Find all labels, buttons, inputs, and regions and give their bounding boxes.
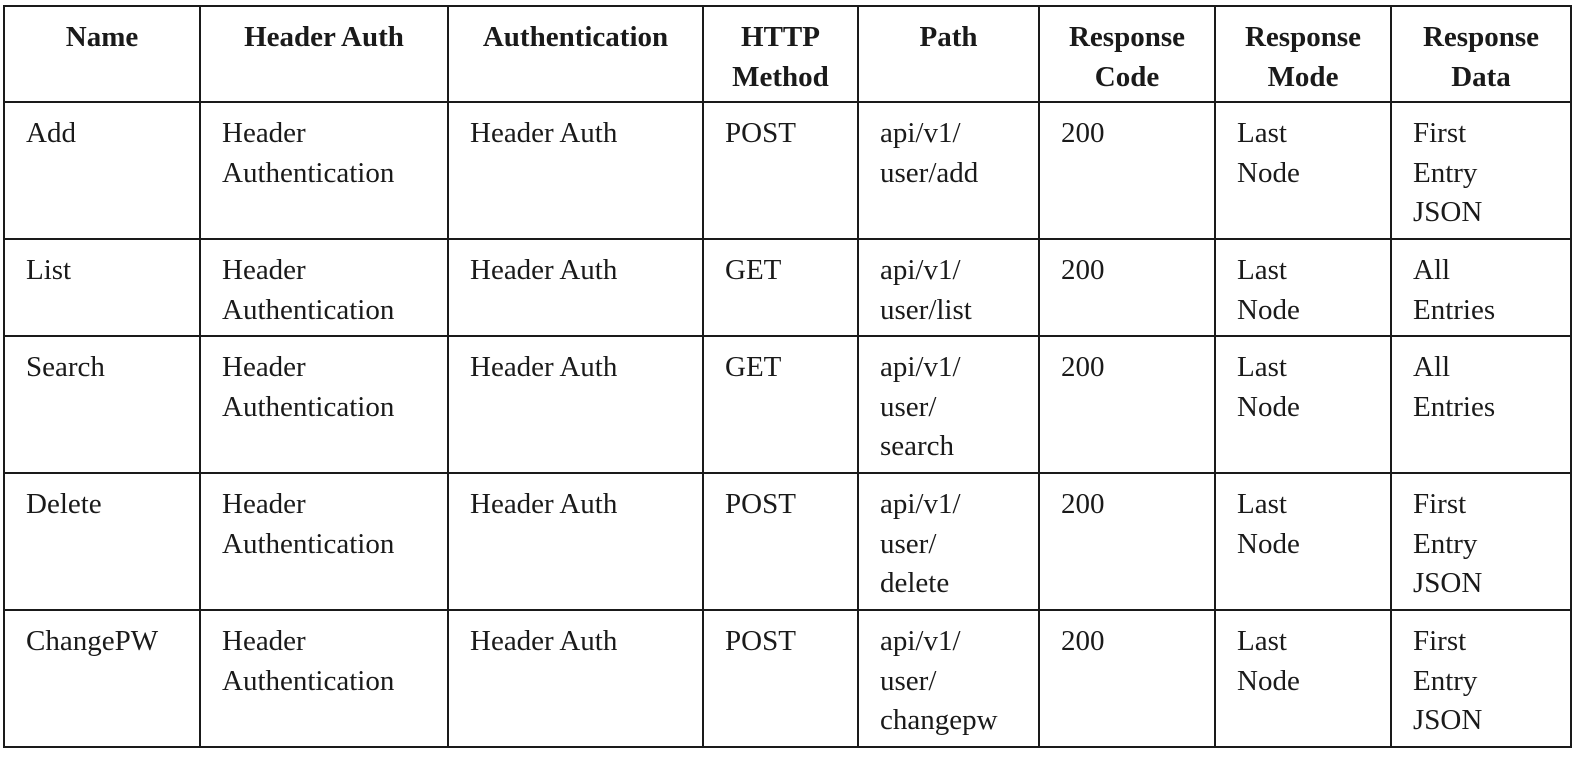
cell-path: api/v1/ user/ delete [857, 472, 1040, 611]
header-response-mode: Response Mode [1214, 5, 1392, 103]
header-name: Name [3, 5, 201, 103]
cell-response-code: 200 [1038, 238, 1216, 337]
cell-name: Delete [3, 472, 201, 611]
cell-name: Add [3, 101, 201, 240]
cell-authentication: Header Auth [447, 472, 704, 611]
cell-response-data: First Entry JSON [1390, 472, 1572, 611]
cell-path: api/v1/ user/list [857, 238, 1040, 337]
cell-response-mode: Last Node [1214, 238, 1392, 337]
cell-response-data: All Entries [1390, 238, 1572, 337]
cell-response-code: 200 [1038, 335, 1216, 474]
table-row: List Header Authentication Header Auth G… [3, 238, 1572, 337]
cell-response-code: 200 [1038, 472, 1216, 611]
cell-response-mode: Last Node [1214, 472, 1392, 611]
table-row: ChangePW Header Authentication Header Au… [3, 609, 1572, 748]
cell-response-data: First Entry JSON [1390, 609, 1572, 748]
endpoint-table: Name Header Auth Authentication HTTP Met… [3, 5, 1572, 748]
cell-header-auth: Header Authentication [199, 238, 449, 337]
cell-name: ChangePW [3, 609, 201, 748]
cell-name: Search [3, 335, 201, 474]
cell-header-auth: Header Authentication [199, 335, 449, 474]
cell-path: api/v1/ user/ search [857, 335, 1040, 474]
cell-header-auth: Header Authentication [199, 101, 449, 240]
cell-authentication: Header Auth [447, 101, 704, 240]
header-header-auth: Header Auth [199, 5, 449, 103]
table-header-row: Name Header Auth Authentication HTTP Met… [3, 5, 1572, 103]
cell-path: api/v1/ user/ changepw [857, 609, 1040, 748]
cell-header-auth: Header Authentication [199, 472, 449, 611]
cell-response-data: All Entries [1390, 335, 1572, 474]
cell-http-method: POST [702, 101, 859, 240]
cell-response-mode: Last Node [1214, 101, 1392, 240]
cell-authentication: Header Auth [447, 335, 704, 474]
header-path: Path [857, 5, 1040, 103]
cell-response-mode: Last Node [1214, 335, 1392, 474]
cell-http-method: POST [702, 472, 859, 611]
cell-response-data: First Entry JSON [1390, 101, 1572, 240]
cell-authentication: Header Auth [447, 609, 704, 748]
cell-name: List [3, 238, 201, 337]
cell-header-auth: Header Authentication [199, 609, 449, 748]
table-row: Search Header Authentication Header Auth… [3, 335, 1572, 474]
header-response-data: Response Data [1390, 5, 1572, 103]
cell-path: api/v1/ user/add [857, 101, 1040, 240]
cell-response-mode: Last Node [1214, 609, 1392, 748]
cell-authentication: Header Auth [447, 238, 704, 337]
table-row: Delete Header Authentication Header Auth… [3, 472, 1572, 611]
cell-response-code: 200 [1038, 101, 1216, 240]
cell-http-method: GET [702, 335, 859, 474]
header-response-code: Response Code [1038, 5, 1216, 103]
header-authentication: Authentication [447, 5, 704, 103]
cell-http-method: GET [702, 238, 859, 337]
cell-response-code: 200 [1038, 609, 1216, 748]
table-row: Add Header Authentication Header Auth PO… [3, 101, 1572, 240]
cell-http-method: POST [702, 609, 859, 748]
header-http-method: HTTP Method [702, 5, 859, 103]
